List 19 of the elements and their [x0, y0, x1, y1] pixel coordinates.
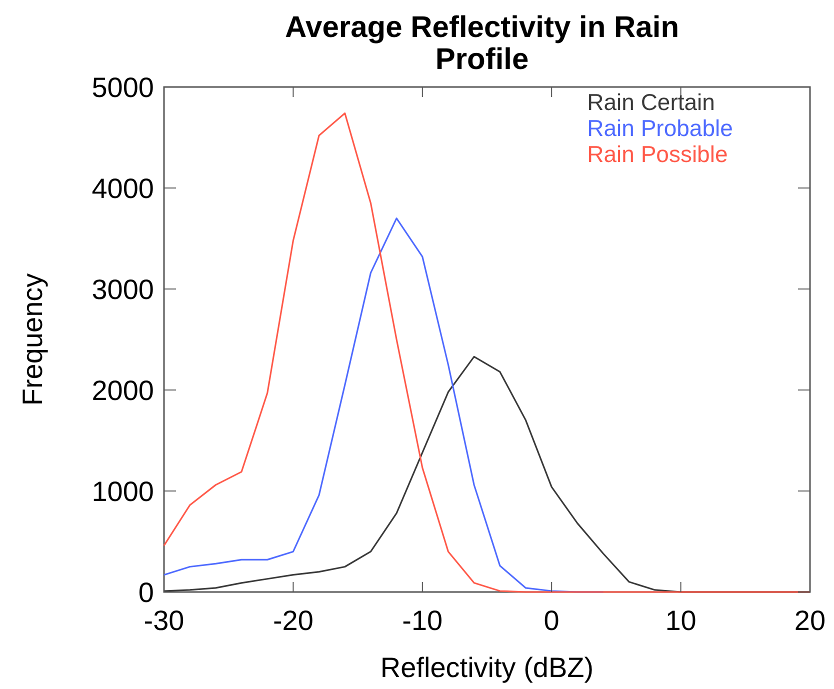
y-axis-title: Frequency — [17, 273, 48, 406]
x-axis-title: Reflectivity (dBZ) — [380, 652, 594, 683]
text: Rain Possible — [587, 141, 728, 167]
y-tick-label: 2000 — [92, 375, 154, 406]
y-tick-label: 5000 — [92, 72, 154, 103]
y-tick-label: 3000 — [92, 274, 154, 305]
x-tick-label: -30 — [144, 605, 184, 636]
x-tick-label: -10 — [402, 605, 443, 636]
text: Rain Certain — [587, 89, 715, 115]
y-tick-label: 4000 — [92, 173, 154, 204]
line-series — [163, 112, 811, 593]
y-tick-label: 1000 — [92, 476, 154, 507]
y-tick-label: 0 — [138, 577, 154, 608]
x-tick-label: 10 — [665, 605, 696, 636]
text: Rain Probable — [587, 115, 733, 141]
x-tick-label: 0 — [544, 605, 560, 636]
chart-title: Average Reflectivity in Rain Profile — [284, 11, 680, 76]
x-tick-label: 20 — [794, 605, 826, 636]
x-tick-label: -20 — [272, 605, 314, 636]
